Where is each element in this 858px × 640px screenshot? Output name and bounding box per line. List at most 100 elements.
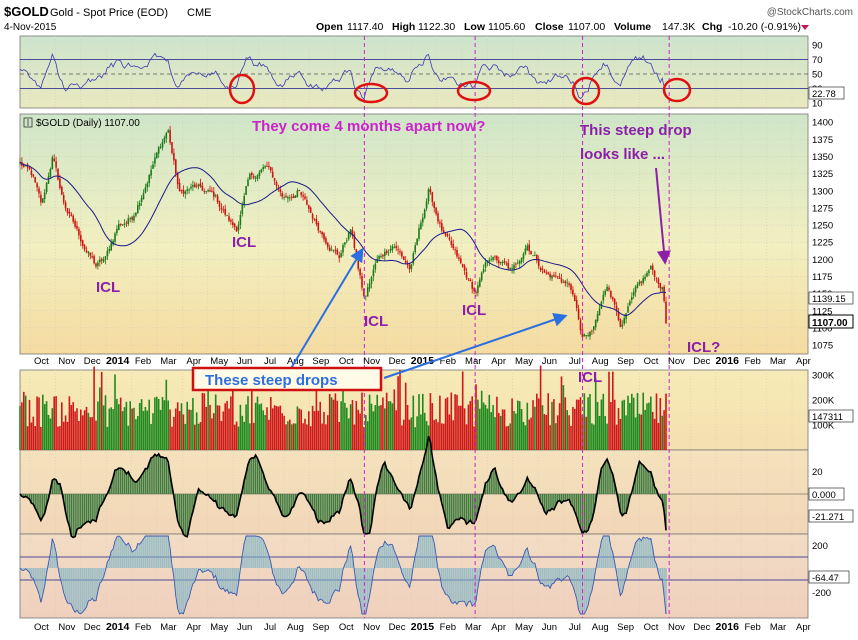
volume-bar: [515, 413, 517, 450]
price-candle: [621, 324, 624, 327]
price-candle: [135, 212, 137, 216]
volume-bar: [501, 409, 504, 450]
volume-bar: [499, 416, 502, 450]
price-candle: [91, 256, 93, 258]
x-tick-label: Dec: [84, 356, 101, 367]
volume-bar: [537, 398, 540, 450]
volume-bar: [199, 422, 202, 450]
volume-bar: [380, 405, 382, 450]
volume-bar: [613, 399, 616, 450]
price-candle: [137, 205, 139, 214]
x-tick-label: Apr: [186, 622, 201, 633]
volume-bar: [81, 415, 84, 450]
volume-bar: [121, 411, 124, 450]
chart-date: 4-Nov-2015: [4, 22, 57, 33]
price-candle: [399, 251, 401, 253]
x-tick-label: Nov: [363, 622, 380, 633]
price-candle: [541, 268, 544, 270]
price-candle: [572, 289, 574, 295]
volume-bar: [665, 393, 667, 450]
volume-bar: [585, 416, 587, 450]
price-candle: [408, 264, 411, 270]
volume-bar: [61, 402, 63, 450]
volume-bar: [135, 419, 137, 450]
price-candle: [93, 256, 95, 264]
icl-label-2: ICL: [232, 234, 256, 251]
price-candle: [655, 277, 658, 279]
x-tick-label: Nov: [58, 622, 75, 633]
volume-bar: [619, 418, 622, 450]
volume-bar: [142, 410, 145, 450]
price-candle: [36, 183, 38, 188]
price-candle: [545, 272, 548, 274]
volume-bar: [247, 396, 249, 450]
volume-bar: [211, 418, 213, 450]
price-candle: [243, 196, 245, 205]
volume-bar: [423, 412, 426, 450]
volume-bar: [617, 408, 620, 450]
price-candle: [138, 202, 141, 207]
volume-bar: [632, 397, 635, 450]
volume-bar: [180, 403, 183, 450]
price-candle: [252, 176, 255, 178]
volume-bar: [228, 408, 230, 450]
volume-bar: [347, 418, 350, 450]
price-candle: [612, 297, 614, 300]
low-value: 1105.60: [488, 21, 525, 33]
volume-bar: [78, 420, 80, 450]
price-candle: [268, 165, 270, 168]
price-candle: [51, 157, 54, 170]
volume-bar: [315, 368, 318, 450]
volume-bar: [439, 395, 441, 450]
high-value: 1122.30: [418, 21, 455, 33]
volume-bar: [361, 392, 363, 450]
x-tick-label: Mar: [160, 622, 176, 633]
volume-bar: [232, 380, 234, 450]
price-candle: [173, 153, 175, 161]
price-candle: [127, 218, 130, 225]
price-tick-label: 1175: [812, 272, 832, 283]
price-candle: [80, 235, 82, 242]
price-candle: [480, 272, 483, 281]
x-tick-label: Apr: [796, 356, 811, 367]
volume-bar: [285, 424, 287, 450]
volume-bar: [252, 422, 255, 450]
rsi-tick-label: 70: [812, 55, 823, 66]
volume-bar: [30, 422, 33, 450]
volume-bar: [290, 424, 293, 450]
price-candle: [661, 287, 663, 290]
volume-bar: [498, 413, 500, 450]
price-candle: [551, 275, 553, 279]
volume-bar: [475, 384, 477, 450]
volume-bar: [23, 391, 25, 450]
volume-bar: [463, 408, 466, 450]
price-candle: [144, 187, 147, 193]
price-candle: [365, 295, 367, 297]
price-candle: [116, 228, 118, 234]
price-candle: [232, 222, 234, 226]
x-tick-label: Jul: [569, 356, 581, 367]
price-candle: [239, 215, 242, 225]
price-candle: [433, 202, 435, 208]
volume-bar: [167, 400, 169, 450]
price-candle: [342, 245, 344, 253]
price-candle: [410, 264, 413, 269]
volume-bar: [233, 424, 236, 450]
volume-bar: [59, 426, 61, 450]
price-candle: [296, 190, 299, 197]
volume-bar: [610, 401, 612, 450]
price-candle: [418, 228, 420, 239]
x-tick-label: Aug: [592, 622, 609, 633]
volume-value: 147.3K: [662, 21, 695, 33]
volume-bar: [408, 419, 411, 450]
volume-bar: [412, 395, 415, 450]
ma-value-label: 1139.15: [812, 294, 846, 305]
volume-bar: [372, 411, 375, 450]
volume-bar: [543, 414, 546, 450]
volume-bar: [374, 405, 377, 450]
volume-bar: [534, 406, 536, 450]
price-candle: [393, 247, 396, 249]
price-candle: [68, 211, 71, 214]
price-candle: [629, 301, 631, 306]
rsi-value-label: 22.78: [812, 89, 836, 100]
